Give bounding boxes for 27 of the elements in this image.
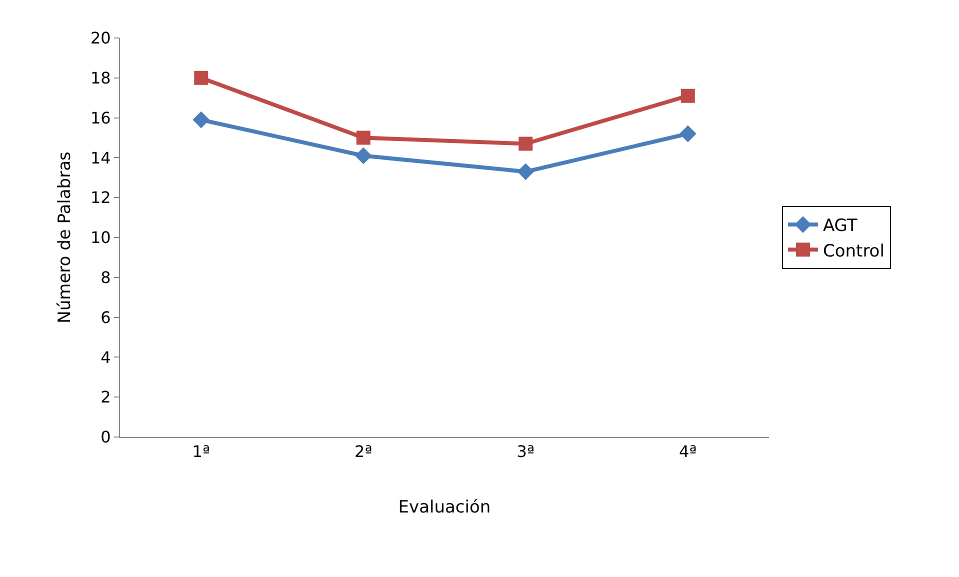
y-tick-label: 18 bbox=[90, 68, 111, 88]
y-tick-label: 2 bbox=[100, 388, 111, 407]
y-tick-label: 10 bbox=[90, 228, 111, 248]
x-tick-label: 3ª bbox=[516, 442, 534, 462]
point bbox=[518, 136, 533, 151]
y-tick-label: 6 bbox=[100, 308, 111, 327]
x-axis-title: Evaluación bbox=[398, 498, 491, 518]
y-tick-label: 8 bbox=[100, 268, 111, 287]
y-tick-label: 20 bbox=[90, 28, 111, 48]
point bbox=[356, 130, 370, 145]
x-tick-label: 2ª bbox=[354, 442, 372, 462]
point bbox=[194, 70, 208, 85]
point bbox=[680, 88, 695, 103]
y-tick-label: 0 bbox=[100, 428, 111, 447]
point bbox=[192, 111, 210, 128]
legend-label: Control bbox=[822, 241, 884, 262]
y-tick-label: 4 bbox=[100, 348, 111, 367]
y-axis-title: Número de Palabras bbox=[54, 152, 75, 324]
y-tick-label: 12 bbox=[90, 188, 111, 208]
point bbox=[679, 125, 696, 142]
x-tick-label: 4ª bbox=[679, 442, 697, 462]
point bbox=[517, 163, 534, 180]
y-tick-label: 16 bbox=[90, 108, 111, 128]
point bbox=[354, 147, 372, 164]
x-tick-label: 1ª bbox=[192, 442, 210, 462]
y-tick-label: 14 bbox=[90, 148, 111, 168]
legend-label: AGT bbox=[822, 216, 858, 236]
